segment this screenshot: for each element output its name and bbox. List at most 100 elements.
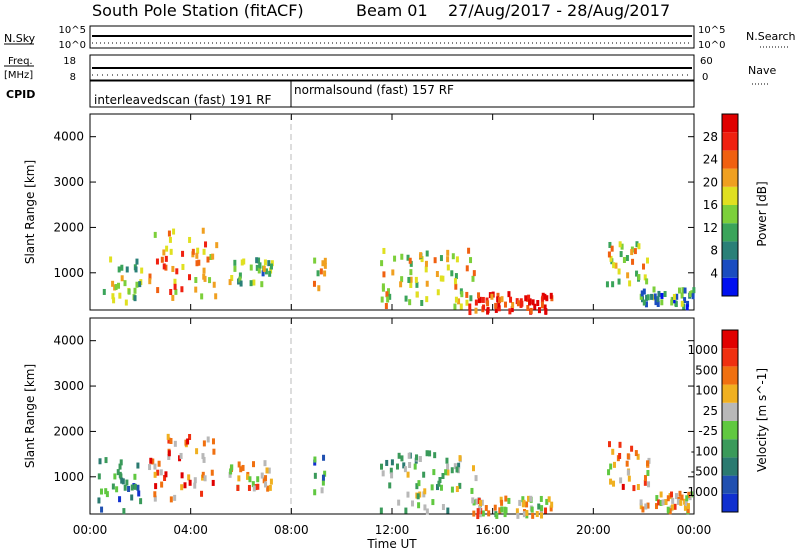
data-cell [194,286,198,293]
data-cell [654,299,658,306]
colorbar-tick-label: 8 [710,244,718,258]
data-cell [504,495,508,502]
data-cell [166,433,170,440]
data-cell [191,248,195,255]
data-cell [618,241,622,248]
data-cell [425,296,429,303]
data-cell [264,481,268,488]
data-cell [323,470,327,477]
data-cell [239,466,243,473]
data-cell [323,257,327,264]
data-cell [671,497,675,504]
data-cell [652,286,656,293]
data-cell [230,275,234,282]
data-cell [497,301,501,308]
colorbar-segment [722,402,738,421]
data-cell [180,286,184,293]
data-cell [202,456,206,463]
data-cell [496,292,500,299]
data-cell [252,279,256,286]
data-cell [133,473,137,480]
data-cell [390,472,394,479]
data-cell [520,300,524,307]
data-cell [136,462,140,469]
data-cell [684,499,688,506]
colorbar-segment [722,150,738,169]
colorbar-segment [722,493,738,512]
data-cell [117,282,121,289]
data-cell [425,508,429,515]
data-cell [469,295,473,302]
data-cell [446,264,450,271]
data-cell [660,292,664,299]
data-cell [646,470,650,477]
data-cell [549,292,553,299]
data-cell [608,441,612,448]
data-cell [455,256,459,263]
data-cell [121,478,125,485]
data-cell [174,288,178,295]
velocity-colorbar-label: Velocity [m s^-1] [755,368,769,472]
data-cell [488,292,492,299]
data-cell [688,291,692,298]
data-cell [518,499,522,506]
ytick-label: 1000 [53,470,84,484]
data-cell [494,302,498,309]
data-cell [431,499,435,506]
data-cell [247,484,251,491]
data-cell [657,290,661,297]
data-cell [433,257,437,264]
power-data-layer [102,227,696,316]
data-cell [526,304,530,311]
data-cell [265,467,269,474]
data-cell [399,281,403,288]
data-cell [203,275,207,282]
data-cell [626,453,630,460]
data-cell [497,305,501,312]
data-cell [127,288,131,295]
data-cell [668,508,672,515]
data-cell [639,499,643,506]
data-cell [228,279,232,286]
data-cell [381,470,385,477]
data-cell [627,475,631,482]
data-cell [620,243,624,250]
data-cell [193,477,197,484]
colorbar-segment [722,168,738,187]
data-cell [619,477,623,484]
data-cell [486,300,490,307]
data-cell [123,280,127,287]
data-cell [409,281,413,288]
data-cell [607,469,611,476]
data-cell [262,265,266,272]
data-cell [241,464,245,471]
data-cell [522,499,526,506]
data-cell [481,296,485,303]
data-cell [683,287,687,294]
data-cell [549,505,553,512]
data-cell [642,299,646,306]
data-cell [547,496,551,503]
data-cell [430,484,434,491]
data-cell [416,493,420,500]
data-cell [148,273,152,280]
data-cell [465,291,469,298]
data-cell [625,460,629,467]
data-cell [125,479,129,486]
data-cell [162,263,166,270]
data-cell [609,463,613,470]
ytick-label: 4000 [53,130,84,144]
data-cell [118,471,122,478]
data-cell [200,490,204,497]
data-cell [490,293,494,300]
colorbar-segment [722,241,738,260]
data-cell [400,253,404,260]
data-cell [406,254,410,261]
data-cell [468,303,472,310]
data-cell [500,296,504,303]
data-cell [545,295,549,302]
data-cell [680,292,684,299]
data-cell [457,298,461,305]
data-cell [543,293,547,300]
colorbar-segment [722,114,738,133]
